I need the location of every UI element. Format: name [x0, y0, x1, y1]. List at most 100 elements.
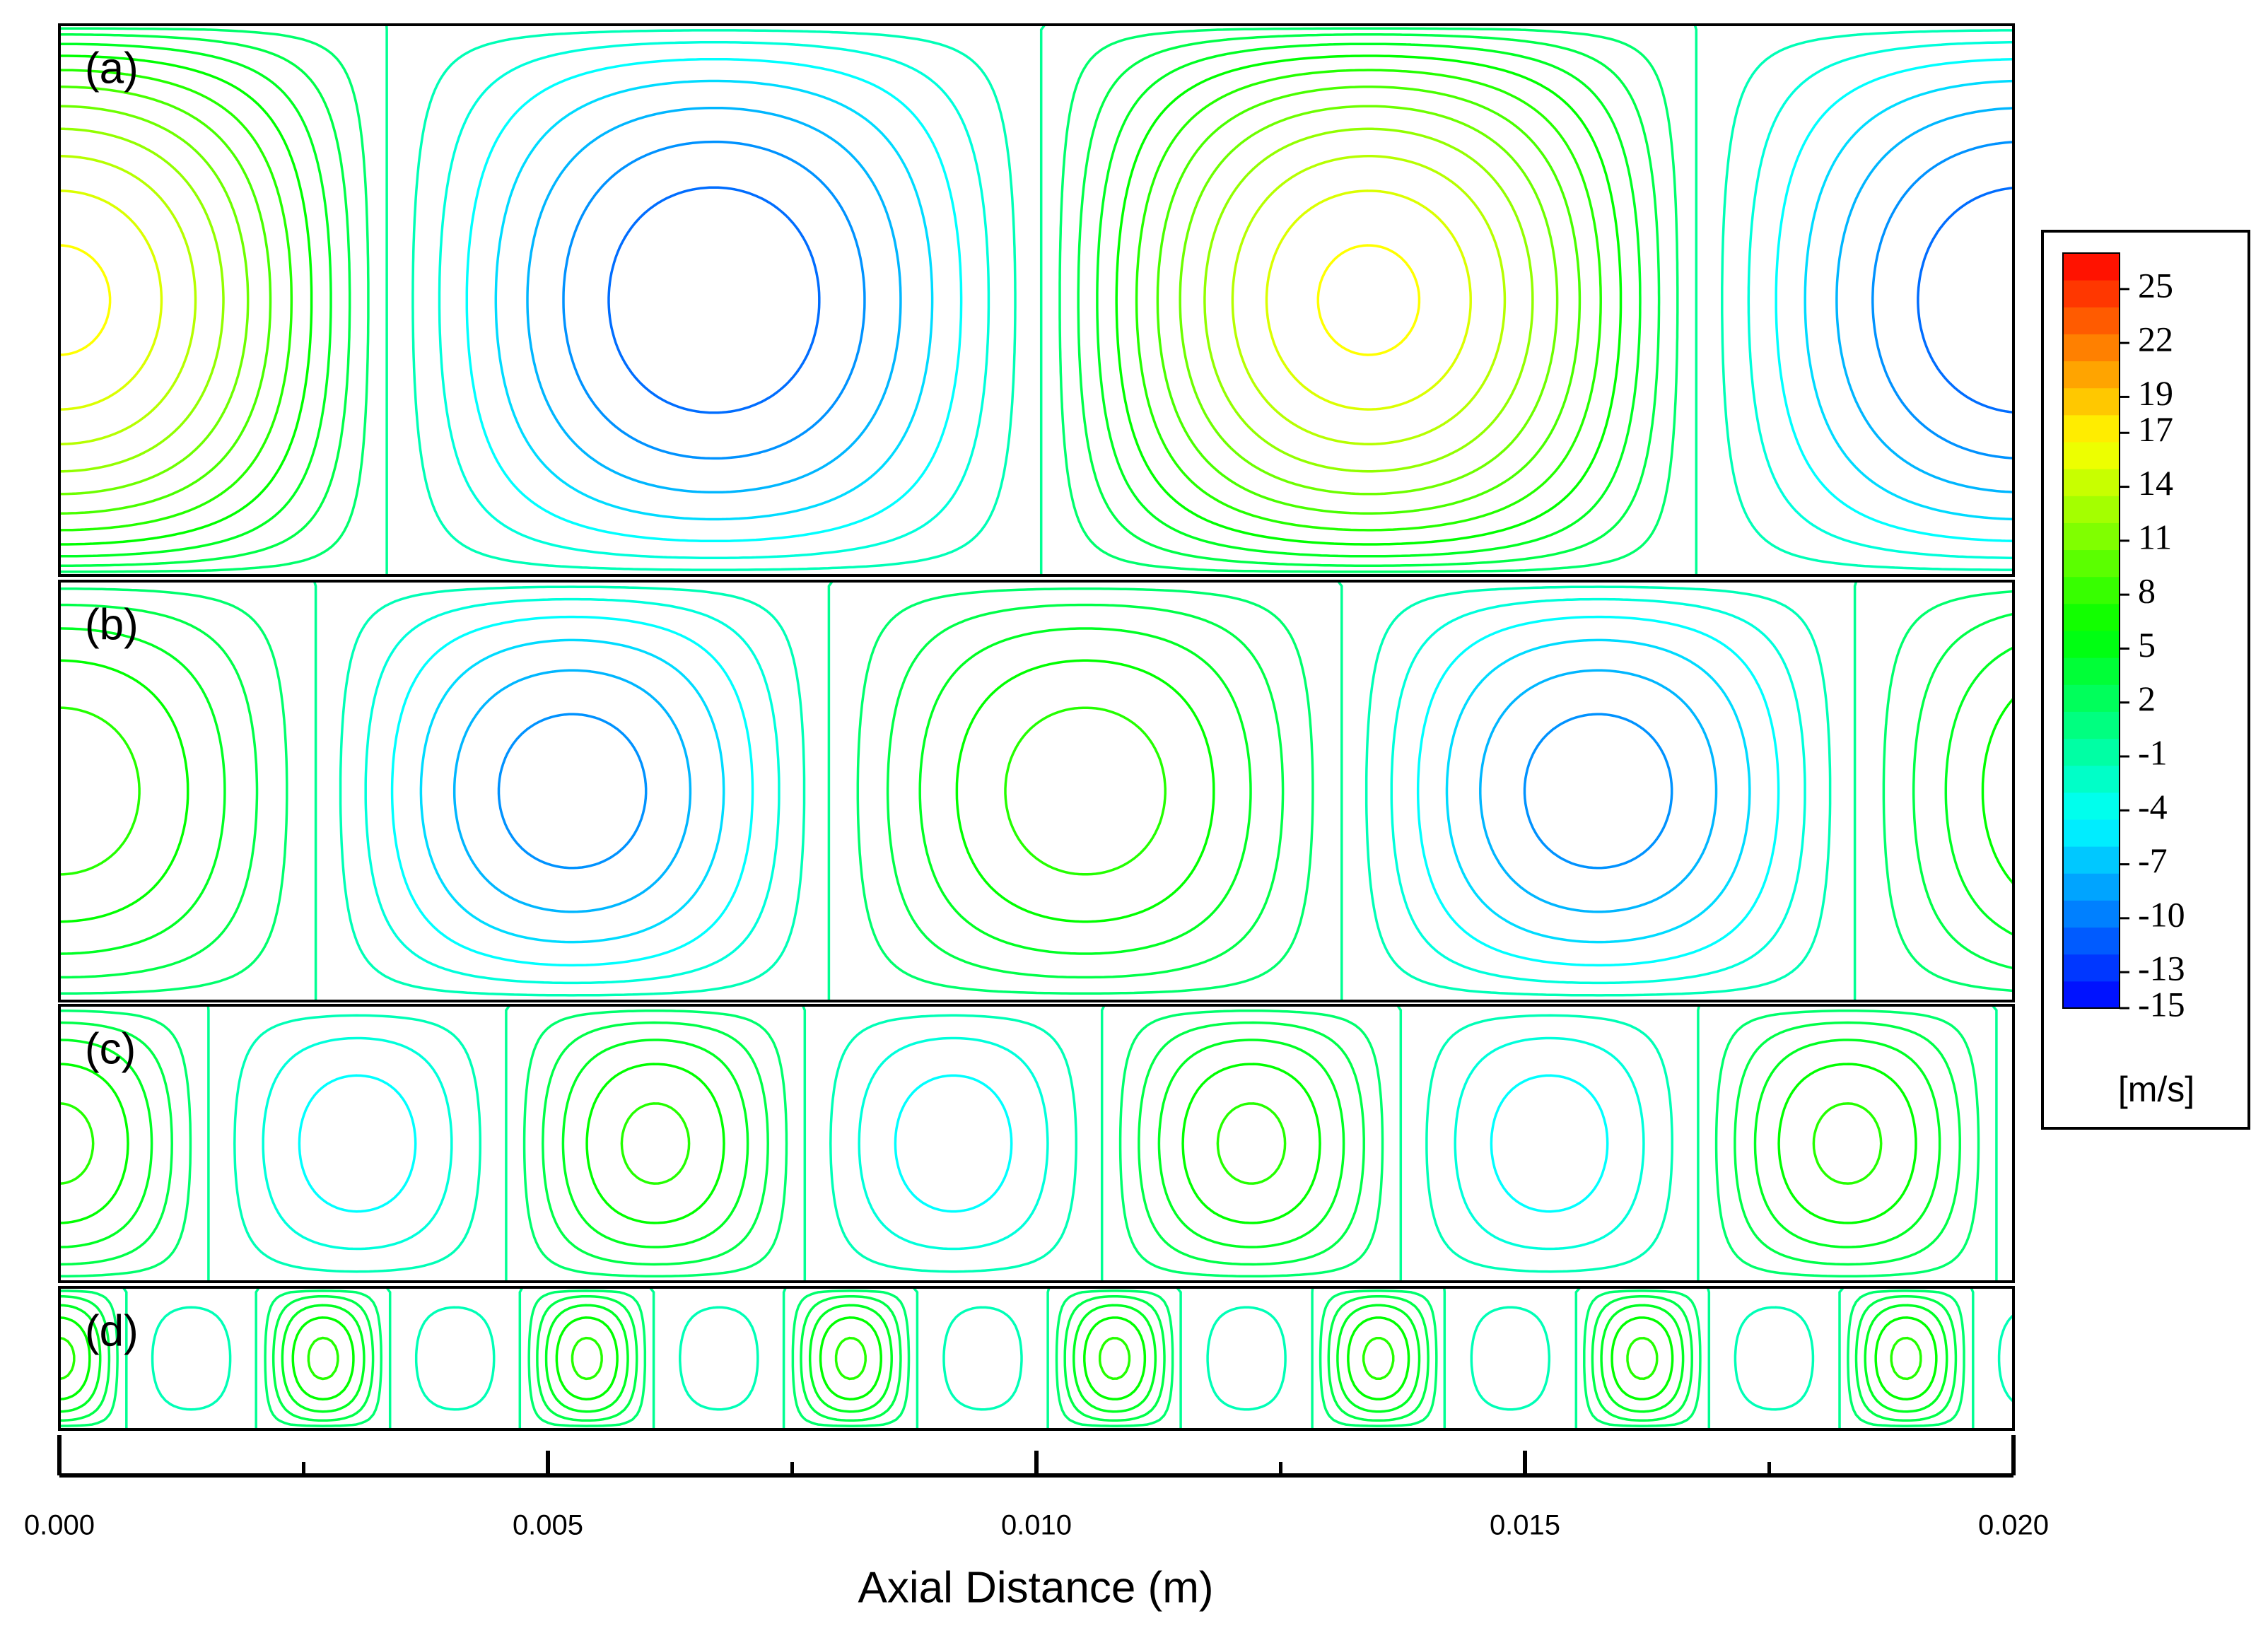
contour-line: [59, 1005, 1998, 1282]
colorbar-tick-label: 19: [2138, 373, 2173, 413]
colorbar-tick-label: 14: [2138, 463, 2173, 503]
contour-line: [59, 1289, 1965, 1427]
colorbar-band: [2063, 307, 2120, 334]
x-tick-label: 0.010: [1001, 1510, 1072, 1541]
contour-panel: [59, 1287, 2013, 1429]
colorbar-band: [2063, 469, 2120, 496]
contour-line: [59, 1039, 1941, 1248]
x-tick-label: 0.005: [513, 1510, 583, 1541]
colorbar-band: [2063, 631, 2120, 658]
panel-frame: [58, 1286, 2015, 1431]
panel-label: (b): [85, 600, 139, 649]
contour-line: [59, 127, 1534, 473]
contour-line: [411, 29, 2013, 571]
colorbar-band: [2063, 387, 2120, 416]
contour-line: [59, 155, 1507, 445]
contour-line: [607, 186, 2013, 414]
contour-line: [59, 706, 1167, 876]
colorbar-band: [2063, 334, 2120, 362]
colorbar-band: [2063, 522, 2120, 551]
contour-line: [465, 57, 2013, 543]
colorbar-tick-label: 25: [2138, 265, 2173, 305]
contour-panel: [59, 1005, 1998, 1282]
panel-label: (d): [85, 1306, 139, 1355]
colorbar-band: [2063, 846, 2120, 874]
contour-line: [59, 581, 2013, 1001]
contour-line: [151, 1306, 2013, 1411]
colorbar-tick-label: 22: [2138, 320, 2173, 359]
contour-line: [364, 597, 1806, 985]
contour-panel: [59, 25, 2013, 575]
contour-line: [59, 1063, 1917, 1224]
contour-line: [562, 140, 2013, 460]
contour-panel: [59, 581, 2013, 1001]
contour-line: [59, 1336, 1922, 1381]
colorbar-tick-label: -7: [2138, 841, 2168, 880]
contour-line: [526, 106, 2013, 494]
panel-label: (a): [85, 44, 139, 93]
contour-line: [390, 615, 1780, 967]
colorbar-tick-label: 8: [2138, 571, 2156, 611]
colorbar-band: [2063, 873, 2120, 901]
panel-label: (c): [85, 1024, 136, 1073]
colorbar-tick-label: -15: [2138, 984, 2185, 1024]
contour-line: [497, 713, 1673, 870]
contour-line: [59, 627, 2013, 955]
colorbar-band: [2063, 792, 2120, 820]
contour-line: [59, 86, 1582, 515]
colorbar-band: [2063, 361, 2120, 389]
colorbar-band: [2063, 657, 2120, 685]
contour-line: [59, 587, 2013, 995]
contour-line: [59, 244, 1421, 356]
colorbar-band: [2063, 280, 2120, 308]
x-tick-label: 0.020: [1978, 1510, 2049, 1541]
contour-line: [59, 69, 1602, 532]
colorbar-band: [2063, 711, 2120, 739]
colorbar-band: [2063, 576, 2120, 604]
panel-frame: [58, 1004, 2015, 1283]
contour-line: [59, 105, 1559, 496]
colorbar-tick-label: 11: [2138, 517, 2172, 556]
colorbar-tick-label: 17: [2138, 409, 2173, 449]
colorbar-unit: [m/s]: [2118, 1070, 2194, 1109]
contour-line: [59, 42, 1642, 558]
colorbar-band: [2063, 603, 2120, 631]
contour-line: [262, 1036, 1645, 1251]
x-axis-title: Axial Distance (m): [858, 1563, 1214, 1612]
contour-line: [452, 669, 1718, 913]
colorbar-band: [2063, 496, 2120, 523]
colorbar-tick-label: 2: [2138, 679, 2156, 718]
contour-line: [59, 1009, 1980, 1278]
colorbar-tick-label: -4: [2138, 787, 2168, 826]
colorbar-band: [2063, 442, 2120, 469]
contour-line: [59, 1287, 1975, 1429]
contour-line: [59, 1304, 1948, 1413]
contour-line: [59, 54, 1623, 546]
colorbar-band: [2063, 414, 2120, 443]
colorbar-band: [2063, 738, 2120, 766]
x-tick-label: 0.000: [24, 1510, 95, 1541]
colorbar-band: [2063, 900, 2120, 928]
colorbar-tick-label: -10: [2138, 894, 2185, 934]
contour-line: [339, 585, 1832, 997]
contour-line: [59, 1316, 1938, 1400]
x-tick-label: 0.015: [1490, 1510, 1560, 1541]
contour-line: [438, 40, 2013, 560]
panel-frame: [58, 580, 2015, 1002]
colorbar-band: [2063, 927, 2120, 955]
contour-line: [59, 659, 2013, 923]
contour-line: [59, 189, 1472, 411]
contour-line: [59, 1102, 1883, 1185]
contour-line: [59, 27, 1679, 573]
contour-line: [59, 603, 2013, 979]
colorbar-outline: [2062, 252, 2120, 1009]
contour-line: [298, 1074, 1609, 1213]
contour-line: [494, 79, 2013, 521]
colorbar-tick-label: -1: [2138, 732, 2168, 772]
colorbar-band: [2063, 981, 2120, 1009]
colorbar-tick-label: 5: [2138, 625, 2156, 665]
contour-line: [419, 638, 1751, 944]
colorbar-band: [2063, 549, 2120, 578]
